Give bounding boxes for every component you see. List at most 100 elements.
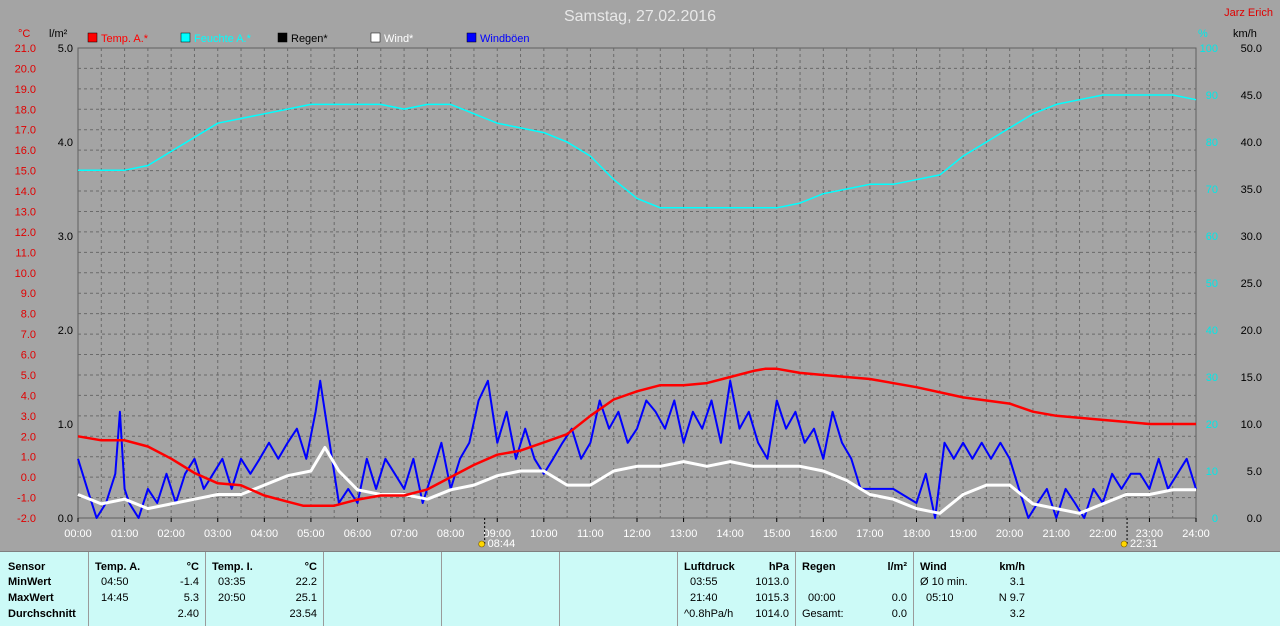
sun-marker-label: 22:31 [1130, 538, 1158, 550]
x-tick-label: 11:00 [577, 528, 604, 540]
temp-tick-label: 18.0 [15, 104, 36, 116]
temp-tick-label: 14.0 [15, 186, 36, 198]
temp-tick-label: 16.0 [15, 145, 36, 157]
temp-tick-label: 3.0 [21, 411, 36, 423]
series-line-temp-a [77, 367, 1196, 507]
stats-rain-col: Regen l/m² 00:00 0.0 Gesamt: 0.0 [796, 552, 914, 626]
stats-temp-i-col: Temp. I. °C 03:35 22.2 20:50 25.1 23.54 [206, 552, 324, 626]
temp-tick-label: 13.0 [15, 206, 36, 218]
x-tick-label: 23:00 [1136, 528, 1164, 540]
temp-a-unit: °C [186, 561, 199, 573]
temp-tick-label: -1.0 [17, 493, 36, 505]
x-tick-label: 04:00 [251, 528, 279, 540]
temp-a-avg: 2.40 [177, 608, 199, 620]
pressure-header: Luftdruck [684, 561, 735, 573]
temp-tick-label: 9.0 [21, 288, 36, 300]
stats-panel: Sensor MinWert MaxWert Durchschnitt Temp… [0, 551, 1280, 626]
x-tick-label: 12:00 [623, 528, 651, 540]
wind-min-label: Ø 10 min. [920, 576, 968, 588]
humidity-tick-label: 100 [1200, 43, 1218, 55]
wind-tick-label: 25.0 [1241, 278, 1262, 290]
temp-tick-label: 0.0 [21, 472, 36, 484]
temp-axis-unit: °C [18, 28, 30, 40]
temp-tick-label: 12.0 [15, 227, 36, 239]
x-tick-label: 07:00 [390, 528, 418, 540]
x-tick-label: 13:00 [670, 528, 698, 540]
humidity-tick-label: 10 [1206, 466, 1218, 478]
x-tick-label: 06:00 [344, 528, 372, 540]
temp-tick-label: 19.0 [15, 84, 36, 96]
humidity-tick-label: 70 [1206, 184, 1218, 196]
wind-tick-label: 5.0 [1247, 466, 1262, 478]
temp-tick-label: 20.0 [15, 63, 36, 75]
rain-axis-unit: l/m² [49, 28, 68, 40]
x-tick-label: 18:00 [903, 528, 931, 540]
wind-tick-label: 50.0 [1241, 43, 1262, 55]
wind-avg: 3.2 [1009, 608, 1025, 620]
rain-tick-label: 2.0 [58, 325, 73, 337]
wind-tick-label: 20.0 [1241, 325, 1262, 337]
pressure-min-val: 1013.0 [755, 576, 789, 588]
x-tick-label: 22:00 [1089, 528, 1117, 540]
temp-tick-label: 17.0 [15, 125, 36, 137]
wind-axis-unit: km/h [1233, 28, 1257, 40]
stats-wind-col: Wind km/h Ø 10 min. 3.1 05:10 N 9.7 3.2 [914, 552, 1031, 626]
pressure-unit: hPa [768, 561, 789, 573]
temp-tick-label: -2.0 [17, 513, 36, 525]
temp-tick-label: 10.0 [15, 268, 36, 280]
x-tick-label: 16:00 [810, 528, 838, 540]
x-tick-label: 01:00 [111, 528, 139, 540]
stats-sensor-col: Sensor MinWert MaxWert Durchschnitt [0, 552, 89, 626]
legend-item: Regen* [277, 32, 328, 45]
wind-tick-label: 0.0 [1247, 513, 1262, 525]
row-label-max: MaxWert [8, 592, 54, 604]
temp-a-min-val: -1.4 [180, 576, 199, 588]
legend-swatch [370, 32, 381, 43]
temp-a-max-val: 5.3 [183, 592, 199, 604]
series-line-feuchte-a [78, 94, 1197, 209]
legend-swatch [277, 32, 288, 43]
x-tick-label: 15:00 [763, 528, 791, 540]
humidity-tick-label: 60 [1206, 231, 1218, 243]
temp-tick-label: 4.0 [21, 390, 36, 402]
stats-empty-col-2 [442, 552, 560, 626]
pressure-max-val: 1015.3 [755, 592, 789, 604]
rain-total: 0.0 [891, 608, 907, 620]
humidity-tick-label: 30 [1206, 372, 1218, 384]
x-tick-label: 19:00 [949, 528, 977, 540]
wind-header: Wind [920, 561, 947, 573]
x-tick-label: 20:00 [996, 528, 1024, 540]
legend-label: Feuchte A.* [194, 33, 252, 45]
legend-swatch [466, 32, 477, 43]
wind-max-time: 05:10 [926, 592, 954, 604]
humidity-tick-label: 20 [1206, 419, 1218, 431]
wind-tick-label: 15.0 [1241, 372, 1262, 384]
legend-swatch [180, 32, 191, 43]
rain-tick-label: 3.0 [58, 231, 73, 243]
rain-tick-label: 1.0 [58, 419, 73, 431]
temp-tick-label: 5.0 [21, 370, 36, 382]
pressure-avg: 1014.0 [755, 608, 789, 620]
x-tick-label: 24:00 [1182, 528, 1210, 540]
legend-label: Regen* [291, 33, 328, 45]
wind-tick-label: 10.0 [1241, 419, 1262, 431]
sensor-header: Sensor [8, 561, 46, 573]
temp-tick-label: 8.0 [21, 309, 36, 321]
temp-tick-label: 21.0 [15, 43, 36, 55]
sun-icon [1120, 540, 1128, 548]
rain-max-time: 00:00 [808, 592, 836, 604]
temp-tick-label: 1.0 [21, 452, 36, 464]
temp-i-header: Temp. I. [212, 561, 253, 573]
humidity-axis-unit: % [1198, 28, 1208, 40]
wind-max-val: N 9.7 [998, 592, 1025, 604]
temp-i-unit: °C [304, 561, 317, 573]
x-tick-label: 00:00 [64, 528, 92, 540]
temp-tick-label: 11.0 [15, 247, 36, 259]
temp-tick-label: 7.0 [21, 329, 36, 341]
stats-empty-col-3 [560, 552, 678, 626]
x-tick-label: 17:00 [856, 528, 884, 540]
pressure-trend: ^0.8hPa/h [684, 608, 734, 620]
wind-tick-label: 40.0 [1241, 137, 1262, 149]
pressure-max-time: 21:40 [690, 592, 718, 604]
stats-temp-a-col: Temp. A. °C 04:50 -1.4 14:45 5.3 2.40 [89, 552, 206, 626]
